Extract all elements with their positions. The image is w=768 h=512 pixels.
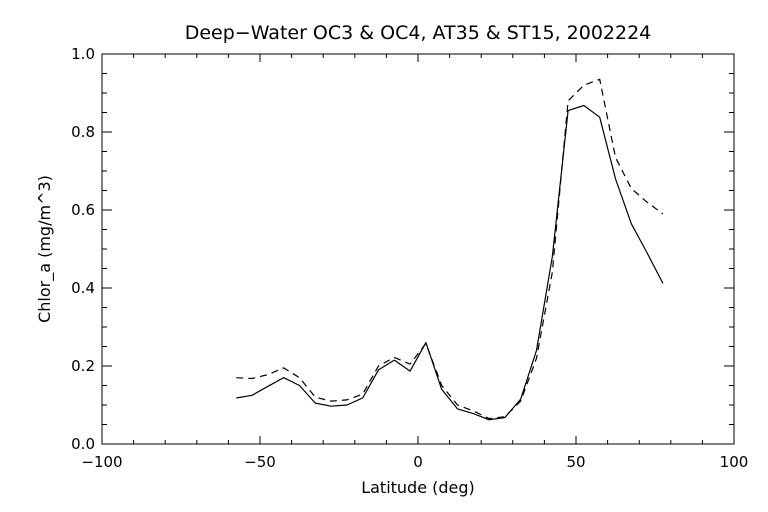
x-tick-label: 50 <box>566 453 585 471</box>
y-tick-label: 0.6 <box>71 201 95 219</box>
plot-frame <box>101 53 735 445</box>
x-tick-label: −50 <box>244 453 276 471</box>
x-tick-label: 0 <box>413 453 423 471</box>
x-axis-label: Latitude (deg) <box>361 478 475 497</box>
x-tick-label: −100 <box>81 453 122 471</box>
y-axis-label: Chlor_a (mg/m^3) <box>35 175 55 323</box>
axis-tick-labels: −100 −50 0 50 100 0.0 0.2 0.4 0.6 0.8 1.0 <box>71 45 748 471</box>
y-tick-label: 0.8 <box>71 123 95 141</box>
y-tick-label: 1.0 <box>71 45 95 63</box>
axis-ticks <box>101 53 735 445</box>
series-line-solid <box>236 104 664 421</box>
x-tick-label: 100 <box>720 453 749 471</box>
y-tick-label: 0.0 <box>71 435 95 453</box>
series-group <box>236 78 664 421</box>
y-tick-label: 0.4 <box>71 279 95 297</box>
y-tick-label: 0.2 <box>71 357 95 375</box>
chart-title: Deep−Water OC3 & OC4, AT35 & ST15, 20022… <box>185 22 652 44</box>
series-line-dashed <box>236 78 664 420</box>
